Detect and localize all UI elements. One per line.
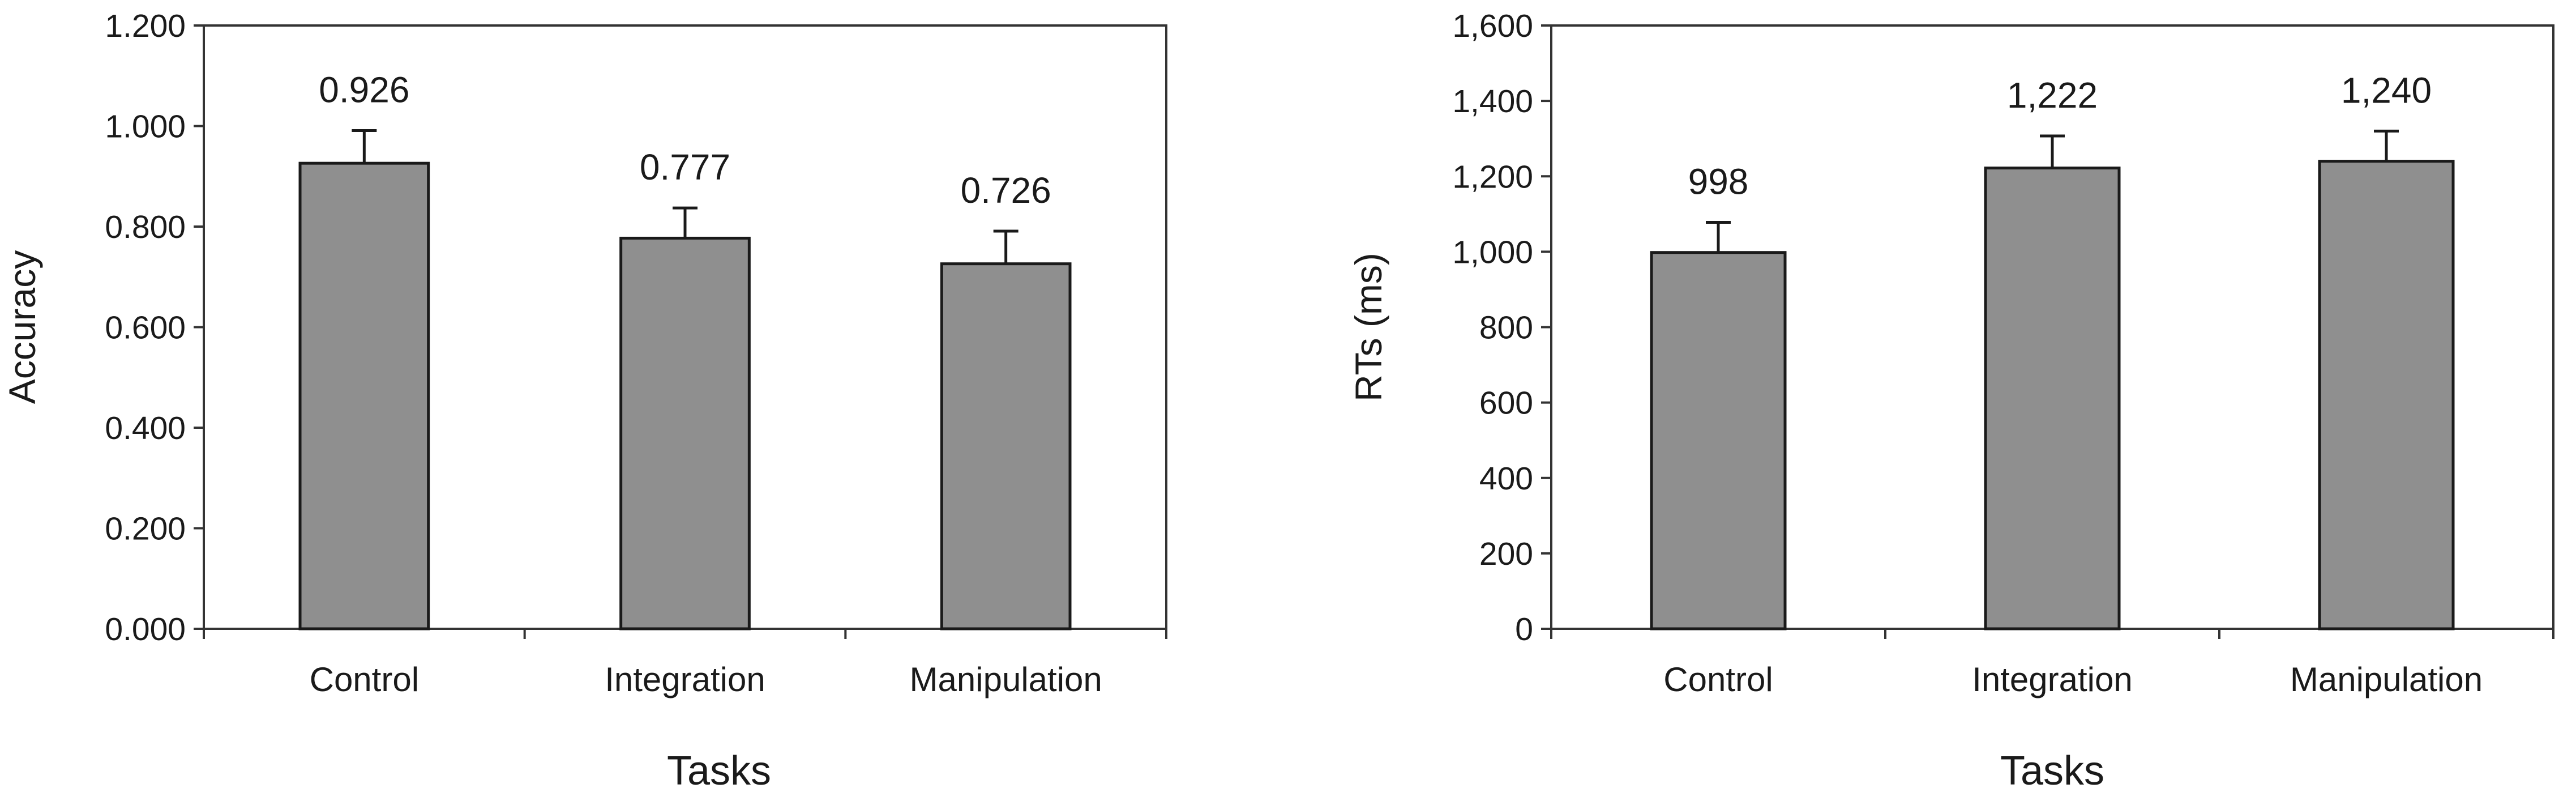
y-tick-label: 1,200 bbox=[1452, 159, 1533, 195]
y-tick-label: 0.800 bbox=[105, 209, 186, 245]
x-tick-label: Integration bbox=[605, 661, 765, 698]
bar-integration bbox=[1984, 167, 2121, 630]
x-tick-label: Manipulation bbox=[910, 661, 1102, 698]
y-tick-label: 0.400 bbox=[105, 410, 186, 446]
bar-control bbox=[298, 161, 430, 630]
x-axis-title: Tasks bbox=[667, 748, 771, 794]
y-tick-label: 1,400 bbox=[1452, 83, 1533, 120]
x-tick-label: Control bbox=[1663, 661, 1773, 698]
y-tick-label: 0 bbox=[1515, 611, 1533, 647]
data-label: 1,240 bbox=[2341, 70, 2432, 110]
accuracy-chart: 0.000 0.200 0.400 0.600 0.800 1.000 1.200 0.926… bbox=[1, 8, 1167, 794]
bar-integration bbox=[619, 236, 751, 630]
x-axis-title: Tasks bbox=[2000, 748, 2104, 794]
bar-control bbox=[1650, 251, 1787, 630]
y-axis-title: RTs (ms) bbox=[1347, 253, 1389, 402]
data-label: 0.726 bbox=[961, 170, 1051, 211]
y-tick-label: 0.000 bbox=[105, 611, 186, 647]
y-tick-label: 200 bbox=[1479, 536, 1533, 572]
bar-manipulation bbox=[940, 262, 1072, 630]
y-tick-label: 0.200 bbox=[105, 511, 186, 547]
y-tick-label: 400 bbox=[1479, 461, 1533, 497]
x-tick-label: Manipulation bbox=[2290, 661, 2483, 698]
y-tick-label: 0.600 bbox=[105, 310, 186, 346]
data-label: 1,222 bbox=[2007, 75, 2098, 116]
data-label: 0.926 bbox=[319, 69, 409, 110]
data-label: 998 bbox=[1688, 161, 1749, 202]
x-tick-label: Control bbox=[310, 661, 419, 698]
reaction-time-chart: 0 200 400 600 800 1,000 1,200 1,400 1,600 998 Cont… bbox=[1347, 8, 2554, 794]
y-tick-label: 1,600 bbox=[1452, 8, 1533, 44]
y-tick-label: 1.000 bbox=[105, 109, 186, 145]
y-tick-label: 1.200 bbox=[105, 8, 186, 44]
y-tick-label: 1,000 bbox=[1452, 234, 1533, 270]
y-tick-label: 600 bbox=[1479, 385, 1533, 421]
bar-manipulation bbox=[2318, 160, 2455, 630]
y-tick-label: 800 bbox=[1479, 310, 1533, 346]
y-axis-title: Accuracy bbox=[1, 250, 43, 404]
data-label: 0.777 bbox=[640, 147, 730, 188]
x-tick-label: Integration bbox=[1972, 661, 2133, 698]
